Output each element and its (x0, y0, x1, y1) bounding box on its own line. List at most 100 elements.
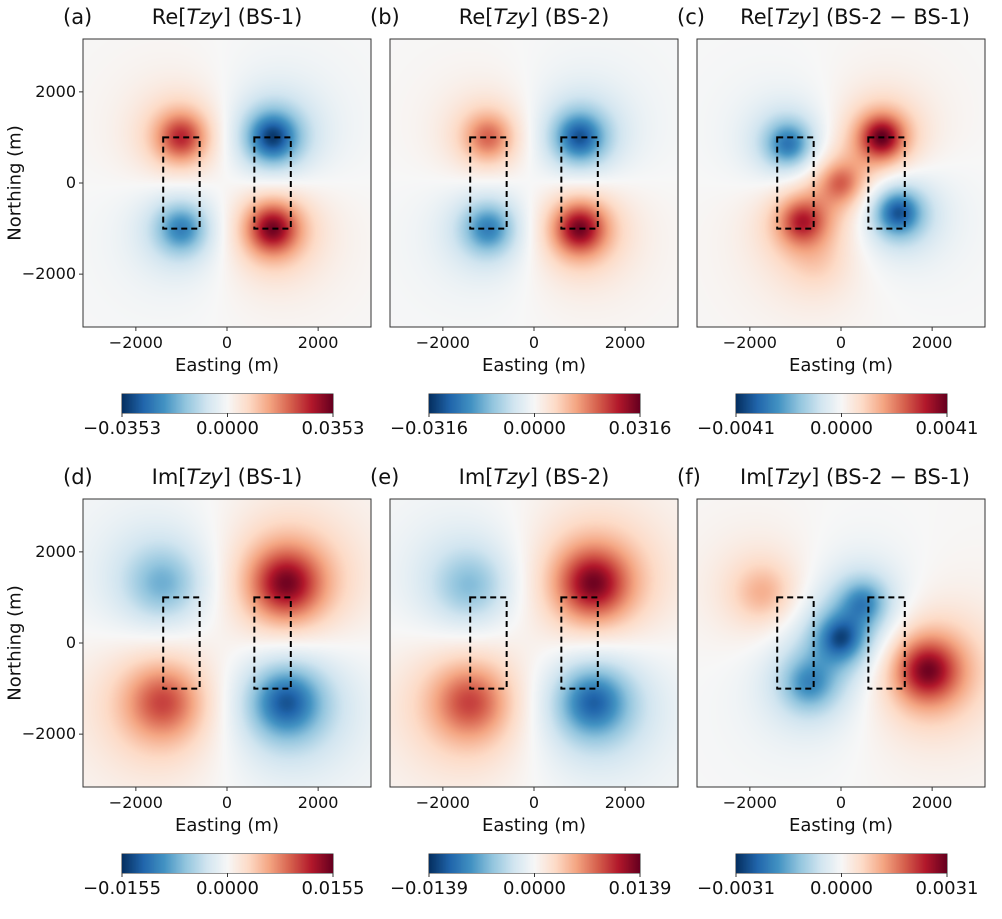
body-outline (560, 596, 599, 690)
colorbar-tick-label: 0.0000 (810, 878, 873, 899)
colorbar-tick-label: 0.0041 (915, 418, 979, 439)
colorbar-tick-label: −0.0041 (696, 418, 776, 439)
colorbar-tick-label: 0.0031 (915, 878, 979, 899)
y-tick-label: 0 (65, 173, 76, 192)
x-axis-label: Easting (m) (175, 815, 279, 836)
x-tick-label: −2000 (415, 333, 470, 352)
body-outline (776, 136, 815, 230)
title-suffix: ] (BS-2 − BS-1) (811, 465, 970, 489)
colorbar-tick-label: −0.0155 (82, 878, 162, 899)
colorbar-tick-label: 0.0000 (503, 878, 566, 899)
x-tick-label: 2000 (911, 793, 953, 812)
x-tick-label: 2000 (604, 333, 646, 352)
colorbar (736, 394, 947, 413)
x-tick-label: 0 (221, 333, 233, 352)
body-outline (469, 596, 508, 690)
colorbar-tick-label: 0.0155 (301, 878, 365, 899)
title-suffix: ] (BS-2) (529, 5, 610, 29)
axes-frame (696, 498, 986, 788)
x-tick-label: 0 (528, 793, 540, 812)
panel-title: Re[Tzy] (BS-2) (459, 5, 610, 29)
body-outline (560, 136, 599, 230)
x-tick-label: 2000 (297, 793, 339, 812)
colorbar-tick-label: −0.0353 (82, 418, 162, 439)
body-outline (776, 596, 815, 690)
title-prefix: Re[ (151, 5, 187, 29)
x-axis-label: Easting (m) (482, 355, 586, 376)
colorbar (122, 854, 333, 873)
panel-label: (c) (677, 5, 705, 29)
title-prefix: Im[ (151, 465, 187, 489)
x-tick-label: 2000 (911, 333, 953, 352)
panel-title: Im[Tzy] (BS-2 − BS-1) (740, 465, 970, 489)
title-prefix: Im[ (740, 465, 775, 489)
title-suffix: ] (BS-1) (222, 465, 303, 489)
title-prefix: Re[ (740, 5, 775, 29)
colorbar-tick-label: 0.0000 (810, 418, 873, 439)
body-outline (162, 136, 201, 230)
title-italic: Tzy (774, 5, 812, 29)
body-outline (867, 596, 906, 690)
colorbar-tick-label: 0.0000 (196, 418, 259, 439)
colorbar (429, 854, 640, 873)
heatmap-b (390, 39, 678, 327)
x-tick-label: 0 (528, 333, 540, 352)
panel-title: Im[Tzy] (BS-2) (459, 465, 610, 489)
title-suffix: ] (BS-2) (529, 465, 610, 489)
body-outline (253, 596, 292, 690)
y-tick-label: 2000 (35, 541, 76, 561)
heatmap-d (83, 499, 371, 787)
title-italic: Tzy (186, 5, 223, 29)
colorbar-tick-label: 0.0000 (503, 418, 566, 439)
heatmap-c (697, 39, 985, 327)
colorbar-tick-label: −0.0031 (696, 878, 776, 899)
y-tick-label: −2000 (21, 724, 76, 744)
body-outline (162, 596, 201, 690)
x-axis-label: Easting (m) (175, 355, 279, 376)
panel-title: Re[Tzy] (BS-2 − BS-1) (740, 5, 970, 29)
x-tick-label: 0 (835, 333, 847, 352)
title-italic: Tzy (774, 465, 812, 489)
panel-label: (d) (63, 465, 93, 489)
x-tick-label: 0 (221, 793, 233, 812)
heatmap-f (697, 499, 985, 787)
colorbar-tick-label: 0.0316 (608, 418, 672, 439)
colorbar (122, 394, 333, 413)
colorbar (429, 394, 640, 413)
x-tick-label: −2000 (415, 793, 470, 812)
colorbar-tick-label: 0.0000 (196, 878, 259, 899)
heatmap-e (390, 499, 678, 787)
panel-label: (a) (63, 5, 93, 29)
title-prefix: Im[ (458, 465, 494, 489)
title-italic: Tzy (186, 465, 223, 489)
x-tick-label: −2000 (108, 333, 163, 352)
panel-label: (f) (677, 465, 701, 489)
title-suffix: ] (BS-2 − BS-1) (811, 5, 970, 29)
title-prefix: Re[ (458, 5, 494, 29)
panel-label: (e) (370, 465, 400, 489)
y-tick-label: −2000 (21, 264, 76, 284)
panel-label: (b) (370, 5, 400, 29)
title-italic: Tzy (493, 465, 530, 489)
title-suffix: ] (BS-1) (222, 5, 303, 29)
colorbar-tick-label: 0.0139 (608, 878, 672, 899)
body-outline (469, 136, 508, 230)
x-tick-label: −2000 (108, 793, 163, 812)
x-axis-label: Easting (m) (789, 355, 893, 376)
heatmap-a (83, 39, 371, 327)
panel-title: Im[Tzy] (BS-1) (152, 465, 303, 489)
y-tick-label: 2000 (35, 81, 76, 101)
x-tick-label: 2000 (604, 793, 646, 812)
body-outline (253, 136, 292, 230)
title-italic: Tzy (493, 5, 530, 29)
colorbar (736, 854, 947, 873)
y-tick-label: 0 (65, 633, 76, 652)
panel-title: Re[Tzy] (BS-1) (152, 5, 303, 29)
colorbar-tick-label: 0.0353 (301, 418, 365, 439)
x-axis-label: Easting (m) (482, 815, 586, 836)
x-tick-label: 2000 (297, 333, 339, 352)
x-axis-label: Easting (m) (789, 815, 893, 836)
body-outline (867, 136, 906, 230)
